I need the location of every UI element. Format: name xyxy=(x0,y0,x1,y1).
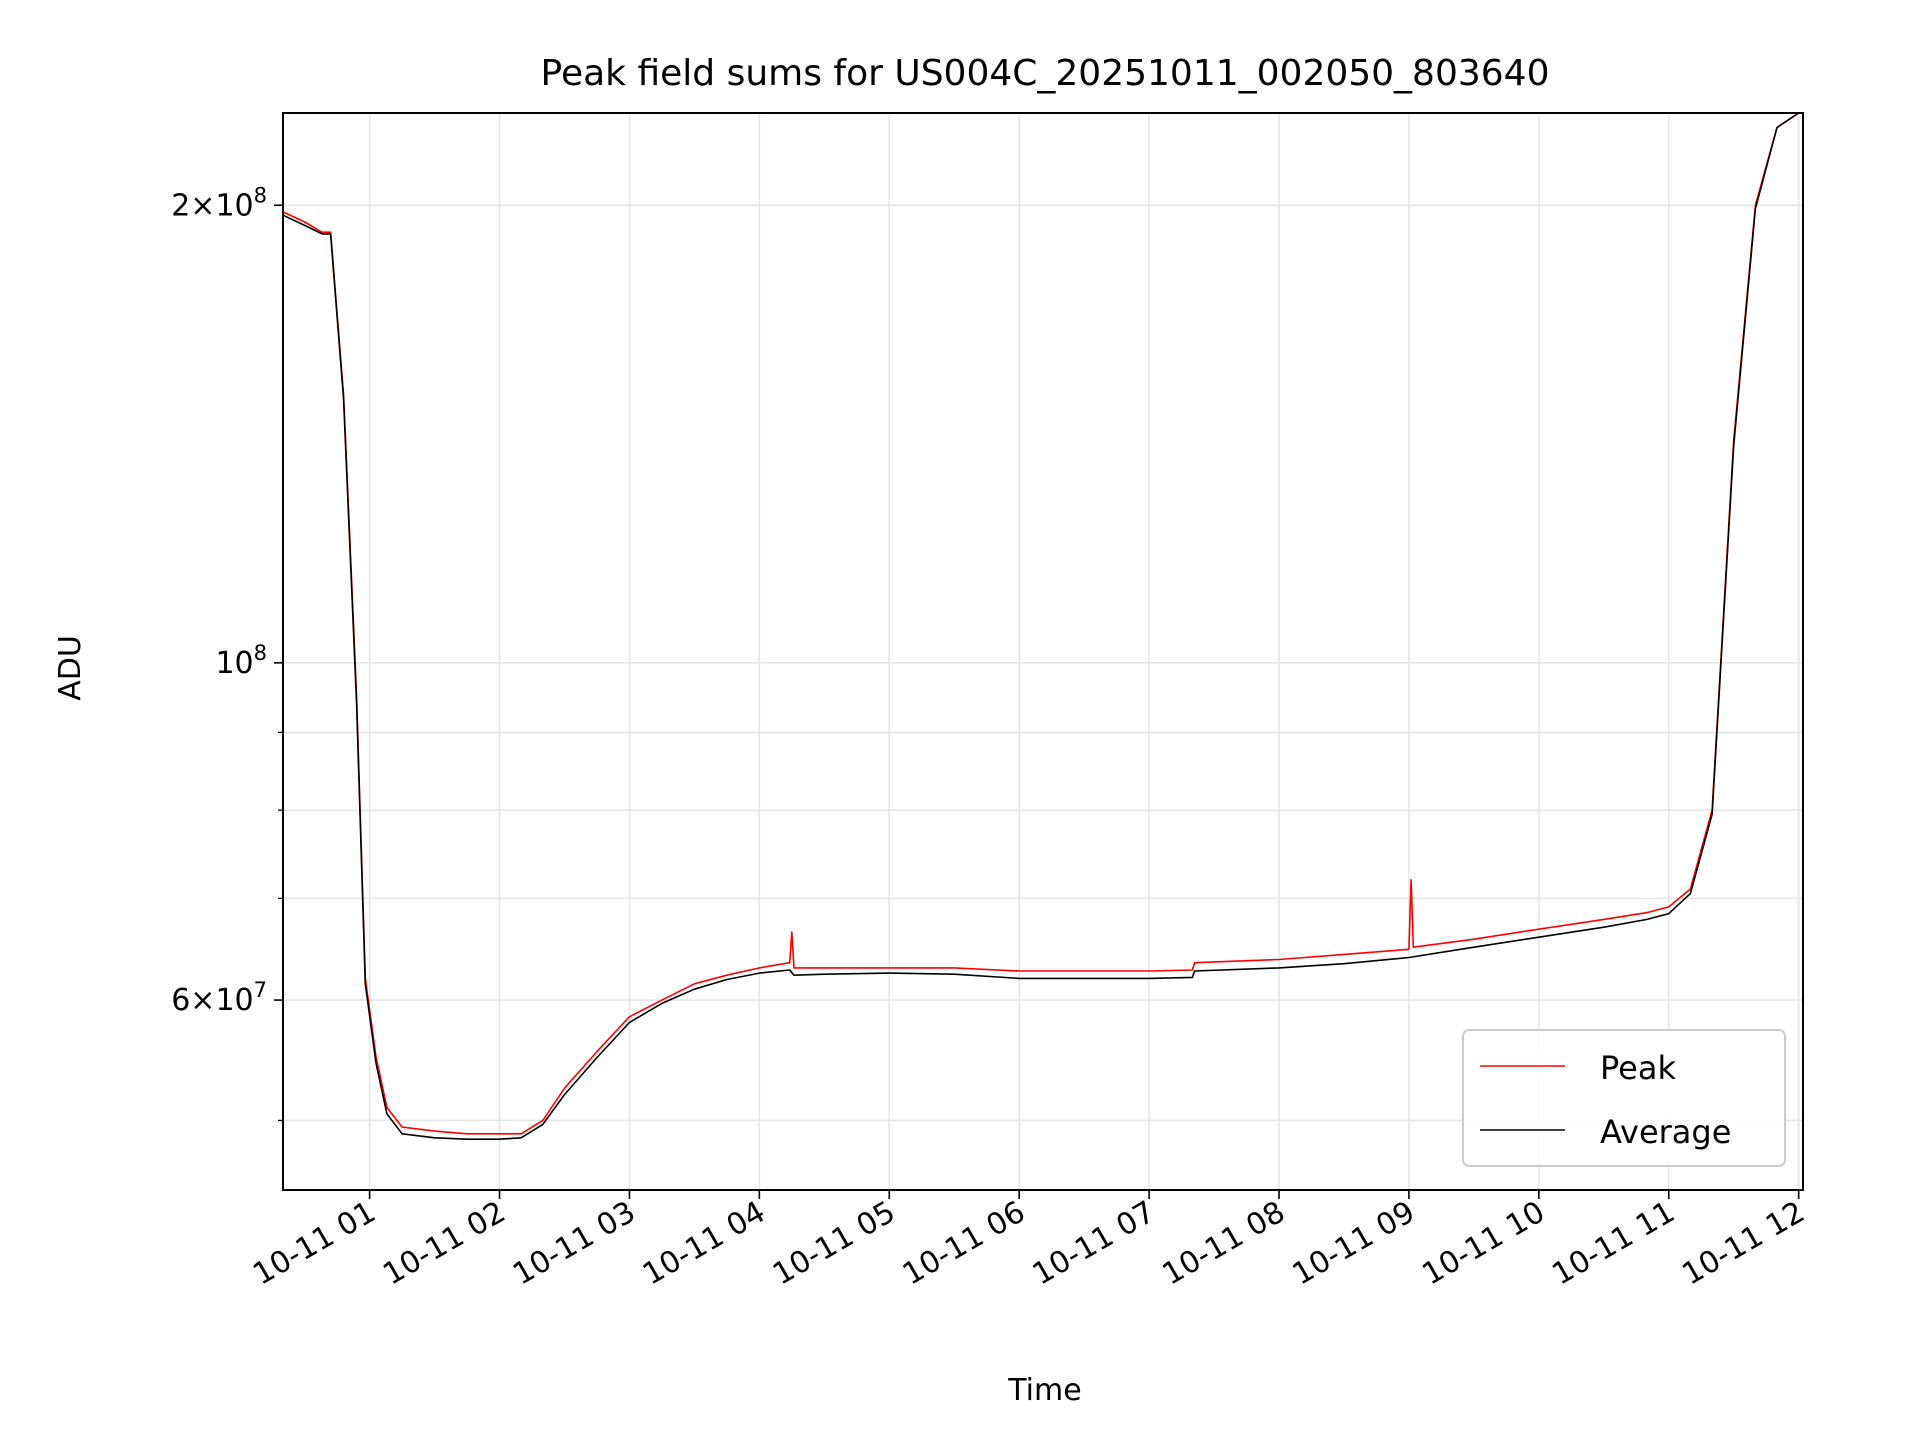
y-tick-label: 108 xyxy=(215,641,267,681)
y-axis-ticks: 2×108 108 6×107 xyxy=(171,183,283,1122)
series-average-line xyxy=(282,112,1800,1140)
chart-title: Peak field sums for US004C_20251011_0020… xyxy=(541,53,1550,94)
series-peak-line xyxy=(282,112,1800,1135)
legend-box xyxy=(1462,1029,1786,1167)
legend-average-label: Average xyxy=(1600,1113,1731,1151)
plot-lines xyxy=(282,112,1800,1140)
y-tick-label: 6×107 xyxy=(171,978,267,1018)
y-axis-label: ADU xyxy=(53,635,88,701)
legend-peak-label: Peak xyxy=(1600,1049,1676,1087)
grid xyxy=(283,113,1803,1190)
plot-frame xyxy=(282,112,1804,1191)
legend: Peak Average xyxy=(1462,1029,1786,1167)
x-axis-label: Time xyxy=(1007,1373,1081,1408)
y-tick-label: 2×108 xyxy=(171,183,267,223)
